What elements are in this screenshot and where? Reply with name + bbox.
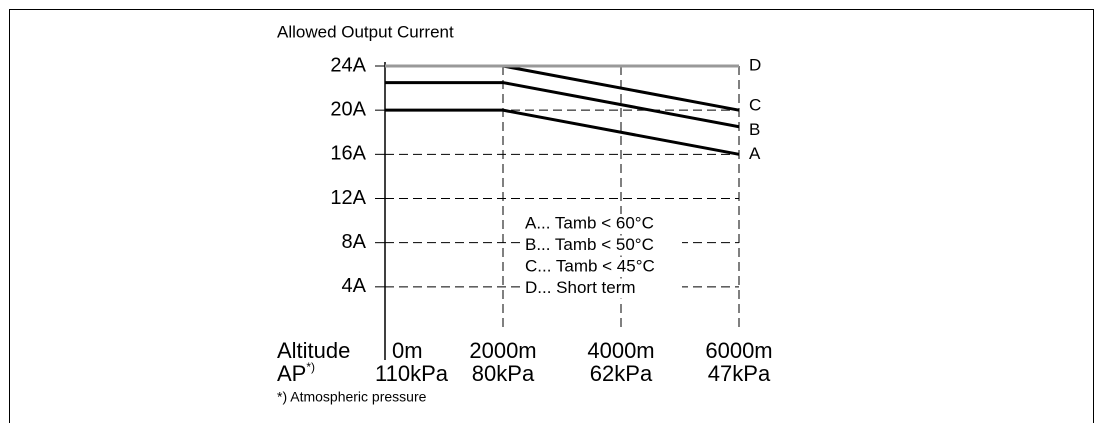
legend-bg bbox=[522, 235, 682, 256]
y-tick-label: 8A bbox=[342, 231, 367, 253]
series-end-label: A bbox=[749, 144, 761, 163]
x-tick-label: 4000m bbox=[587, 338, 654, 363]
series-end-label: D bbox=[749, 55, 761, 74]
series-line bbox=[385, 81, 740, 129]
x-tick-label: 6000m bbox=[705, 338, 772, 363]
x2-tick-label: 47kPa bbox=[708, 361, 771, 386]
x2-tick-label: 110kPa bbox=[375, 361, 449, 386]
x-row-label: Altitude bbox=[277, 338, 350, 363]
x2-row-label-main: AP bbox=[277, 361, 306, 386]
y-tick-label: 12A bbox=[330, 187, 366, 209]
x-tick-label: 0m bbox=[392, 338, 423, 363]
series-line bbox=[385, 108, 740, 156]
x-tick-label: 2000m bbox=[469, 338, 536, 363]
y-tick-label: 4A bbox=[342, 275, 367, 297]
frame bbox=[9, 9, 1094, 423]
x2-tick-label: 80kPa bbox=[472, 361, 535, 386]
series-end-label: C bbox=[749, 96, 761, 115]
series-line bbox=[385, 64, 740, 112]
legend-entry: B... Tamb < 50°C bbox=[525, 235, 654, 254]
legend-entry: C... Tamb < 45°C bbox=[525, 256, 655, 275]
y-tick-label: 16A bbox=[330, 143, 366, 165]
x2-row-label-sup: *) bbox=[306, 360, 315, 374]
legend-bg bbox=[522, 278, 682, 299]
legend-bg bbox=[522, 214, 682, 234]
legend-entry: D... Short term bbox=[525, 278, 636, 297]
legend-bg bbox=[522, 257, 682, 277]
chart-title: Allowed Output Current bbox=[277, 22, 454, 41]
x2-tick-label: 62kPa bbox=[590, 361, 653, 386]
series-end-label: B bbox=[749, 120, 760, 139]
y-tick-label: 24A bbox=[330, 54, 366, 76]
x2-row-label: AP*) bbox=[277, 360, 315, 386]
footnote: *) Atmospheric pressure bbox=[277, 389, 427, 405]
y-tick-label: 20A bbox=[330, 98, 366, 120]
legend-entry: A... Tamb < 60°C bbox=[525, 213, 654, 232]
